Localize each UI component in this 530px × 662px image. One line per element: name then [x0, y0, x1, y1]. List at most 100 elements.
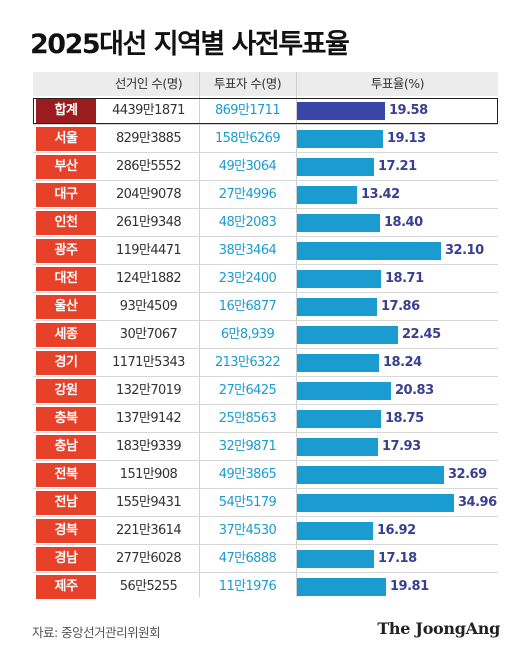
table-row: 광주 119만4471 38만3464 32.10 [33, 238, 498, 264]
rate-bar [297, 550, 374, 568]
rate-label: 19.81 [390, 579, 429, 594]
rate-bar [297, 242, 441, 260]
region-label: 경북 [36, 519, 96, 543]
region-label: 충남 [36, 435, 96, 459]
votes-value: 49만3865 [218, 467, 277, 482]
source-note: 자료: 중앙선거관리위원회 [32, 625, 161, 640]
rate-bar [297, 298, 377, 316]
voters-value: 277만6028 [115, 551, 182, 566]
voters-value: 132만7019 [115, 383, 182, 398]
rate-label: 22.45 [402, 327, 441, 342]
voters-value: 137만9142 [115, 411, 182, 426]
row-divider [33, 348, 498, 349]
rate-label: 18.75 [385, 411, 424, 426]
voters-value: 261만9348 [115, 215, 182, 230]
region-label: 대전 [36, 267, 96, 291]
rate-label: 17.18 [378, 551, 417, 566]
region-label: 전북 [36, 463, 96, 487]
votes-value: 6만8,939 [220, 327, 275, 342]
table-row-total: 합계 4439만1871 869만1711 19.58 [33, 98, 498, 124]
rate-bar [297, 494, 454, 512]
rate-label: 34.96 [458, 495, 497, 510]
region-label: 인천 [36, 211, 96, 235]
row-divider [33, 180, 498, 181]
voters-value: 221만3614 [115, 523, 182, 538]
table-row: 충북 137만9142 25만8563 18.75 [33, 406, 498, 432]
table-row: 서울 829만3885 158만6269 19.13 [33, 126, 498, 152]
table-header: 선거인 수(명) 투표자 수(명) 투표율(%) [33, 72, 498, 96]
rate-label: 17.93 [382, 439, 421, 454]
rate-label: 18.40 [384, 215, 423, 230]
votes-value: 23만2400 [218, 271, 277, 286]
rate-label: 32.10 [445, 243, 484, 258]
voters-value: 829만3885 [115, 131, 182, 146]
row-divider [33, 404, 498, 405]
rate-bar [297, 102, 385, 120]
region-label: 강원 [36, 379, 96, 403]
voters-value: 124만1882 [115, 271, 182, 286]
region-label: 서울 [36, 127, 96, 151]
table-row: 전북 151만908 49만3865 32.69 [33, 462, 498, 488]
voters-value: 1171만5343 [112, 355, 185, 370]
voters-value: 93만4509 [119, 299, 178, 314]
votes-value: 32만9871 [218, 439, 277, 454]
rate-bar [297, 158, 374, 176]
header-rate: 투표율(%) [370, 76, 425, 91]
rate-label: 13.42 [361, 187, 400, 202]
rate-label: 18.24 [383, 355, 422, 370]
table-row: 경북 221만3614 37만4530 16.92 [33, 518, 498, 544]
header-votes: 투표자 수(명) [213, 76, 282, 91]
row-divider [33, 544, 498, 545]
rate-bar [297, 186, 357, 204]
voters-value: 119만4471 [115, 243, 182, 258]
region-label: 경남 [36, 547, 96, 571]
rate-label: 17.21 [378, 159, 417, 174]
column-divider [199, 72, 200, 597]
rate-bar [297, 326, 398, 344]
table-row: 전남 155만9431 54만5179 34.96 [33, 490, 498, 516]
rate-label: 19.58 [389, 103, 428, 118]
votes-value: 25만8563 [218, 411, 277, 426]
row-divider [33, 264, 498, 265]
rate-label: 16.92 [377, 523, 416, 538]
voters-value: 204만9078 [115, 187, 182, 202]
table-row: 대구 204만9078 27만4996 13.42 [33, 182, 498, 208]
rate-bar [297, 410, 381, 428]
row-divider [33, 376, 498, 377]
row-divider [33, 292, 498, 293]
table-row: 충남 183만9339 32만9871 17.93 [33, 434, 498, 460]
row-divider [33, 488, 498, 489]
votes-value: 37만4530 [218, 523, 277, 538]
table-row: 제주 56만5255 11만1976 19.81 [33, 574, 498, 600]
votes-value: 49만3064 [218, 159, 277, 174]
row-divider [33, 236, 498, 237]
table-row: 세종 30만7067 6만8,939 22.45 [33, 322, 498, 348]
votes-value: 27만4996 [218, 187, 277, 202]
votes-value: 213만6322 [214, 355, 281, 370]
voters-value: 286만5552 [115, 159, 182, 174]
voters-value: 30만7067 [119, 327, 178, 342]
header-voters: 선거인 수(명) [114, 76, 183, 91]
table-row: 경기 1171만5343 213만6322 18.24 [33, 350, 498, 376]
rate-bar [297, 382, 391, 400]
table-row: 울산 93만4509 16만6877 17.86 [33, 294, 498, 320]
region-label: 부산 [36, 155, 96, 179]
column-divider [296, 72, 297, 597]
voters-value: 183만9339 [115, 439, 182, 454]
region-label: 경기 [36, 351, 96, 375]
chart-title: 2025대선 지역별 사전투표율 [30, 29, 350, 60]
votes-value: 158만6269 [214, 131, 281, 146]
row-divider [33, 124, 498, 125]
votes-value: 48만2083 [218, 215, 277, 230]
region-label: 대구 [36, 183, 96, 207]
votes-value: 54만5179 [218, 495, 277, 510]
row-divider [33, 320, 498, 321]
rate-label: 20.83 [395, 383, 434, 398]
rate-bar [297, 130, 383, 148]
rate-bar [297, 578, 386, 596]
region-label: 충북 [36, 407, 96, 431]
brand-logo: The JoongAng [377, 619, 500, 638]
votes-value: 11만1976 [218, 579, 277, 594]
region-label: 제주 [36, 575, 96, 599]
row-divider [33, 516, 498, 517]
